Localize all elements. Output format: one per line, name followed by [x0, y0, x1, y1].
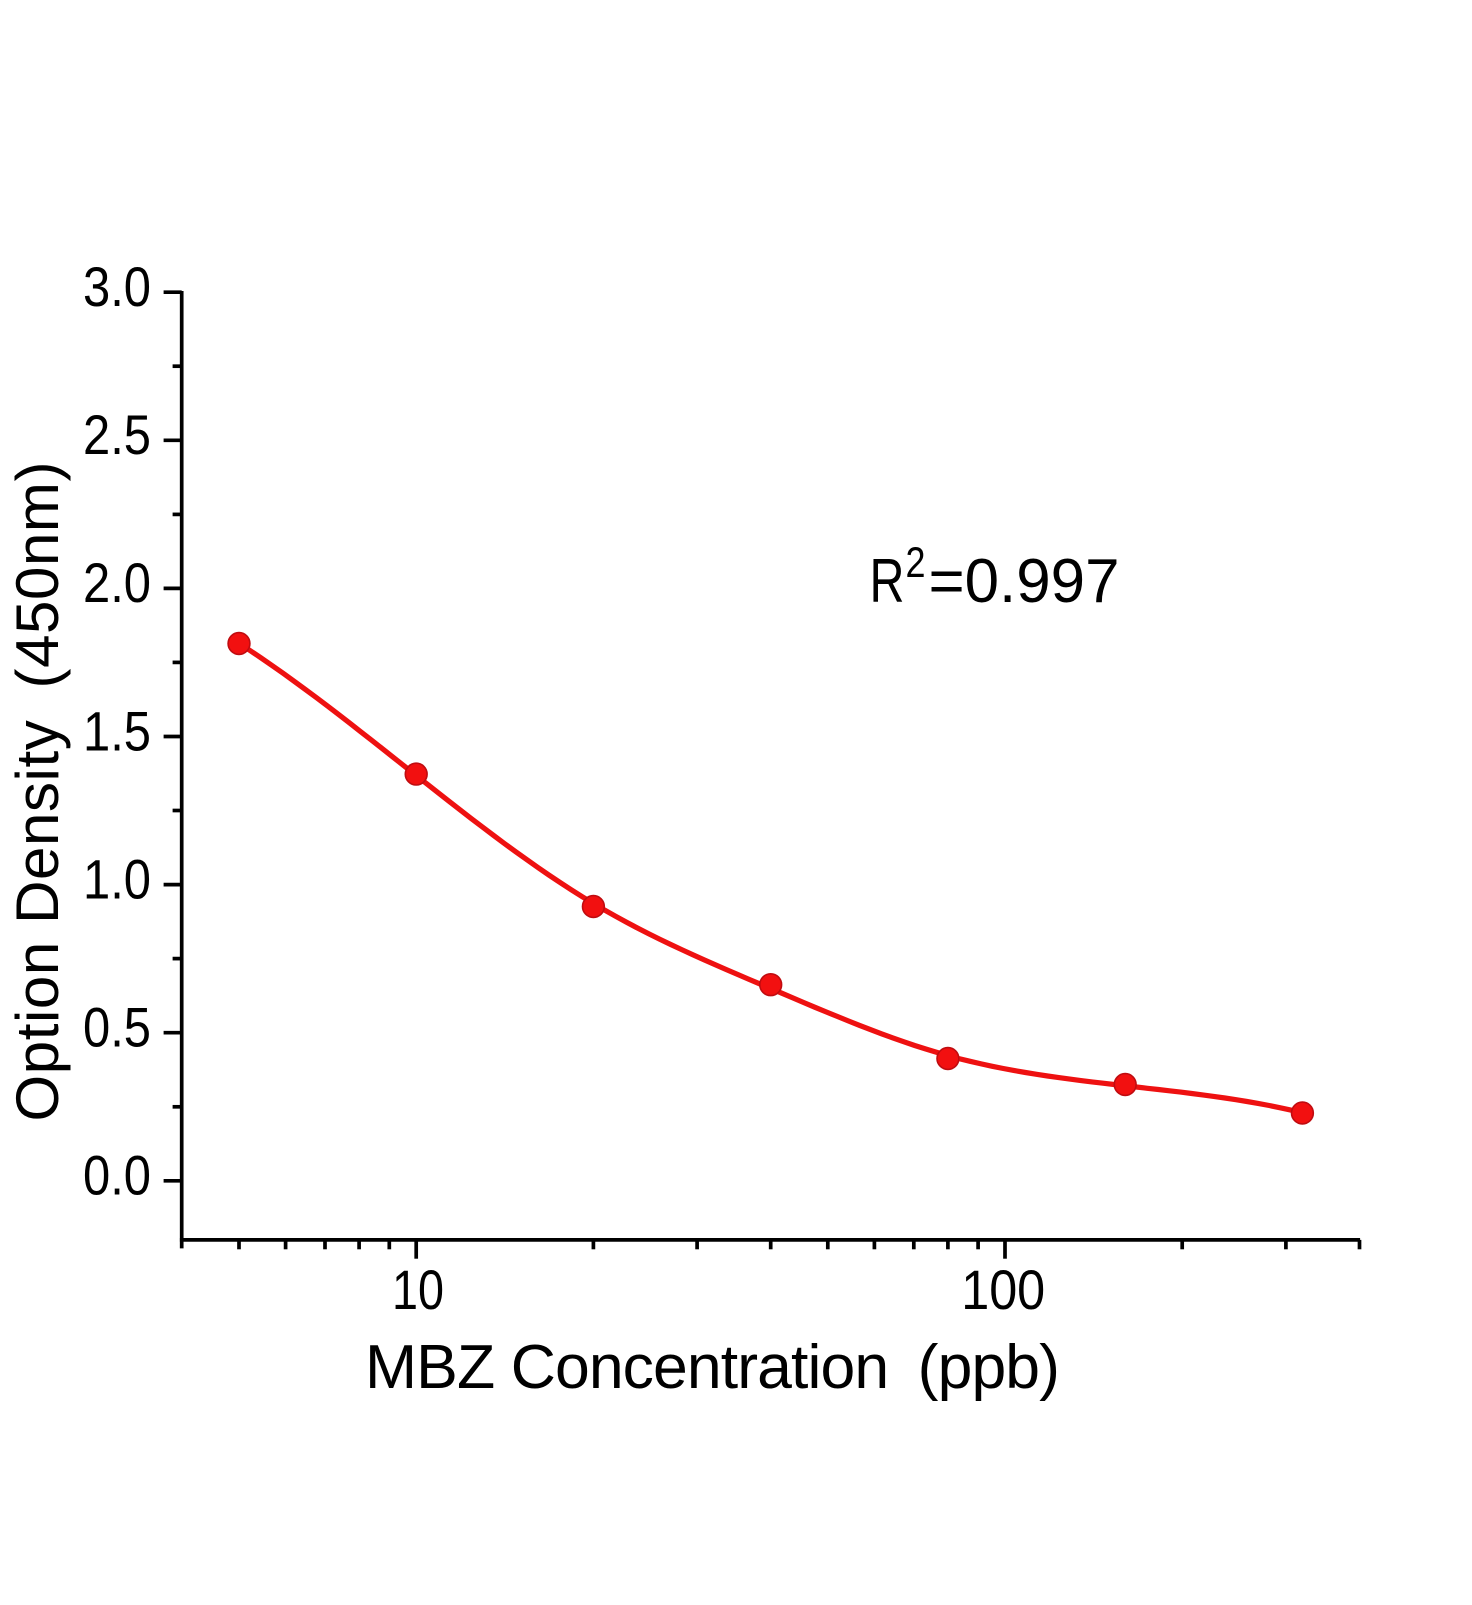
svg-text:MBZ Concentration (ppb): MBZ Concentration (ppb)	[365, 1332, 1060, 1402]
svg-text:0.0: 0.0	[83, 1144, 151, 1207]
svg-text:3.0: 3.0	[83, 255, 151, 318]
svg-text:1.0: 1.0	[83, 847, 151, 910]
svg-text:10: 10	[392, 1258, 444, 1321]
svg-text:R2=0.997: R2=0.997	[870, 539, 1120, 616]
svg-text:0.5: 0.5	[83, 996, 151, 1059]
svg-text:Option Density (450nm): Option Density (450nm)	[4, 462, 71, 1122]
svg-text:2.5: 2.5	[83, 403, 151, 466]
svg-text:2.0: 2.0	[83, 551, 151, 614]
svg-text:1.5: 1.5	[83, 699, 151, 762]
svg-text:100: 100	[961, 1258, 1045, 1321]
